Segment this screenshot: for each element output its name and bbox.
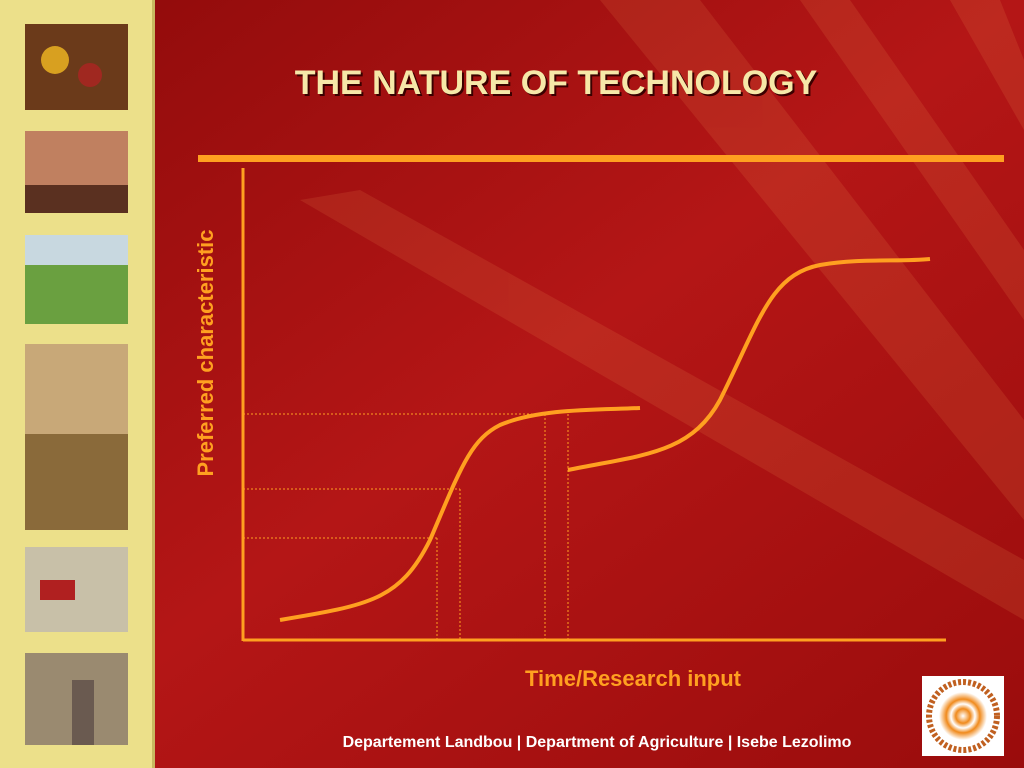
logo-ring	[926, 679, 1000, 753]
photo-detail	[41, 46, 69, 74]
photo-detail	[72, 680, 94, 745]
x-axis-label: Time/Research input	[525, 666, 742, 691]
diagram	[241, 168, 946, 642]
y-axis-label: Preferred characteristic	[193, 229, 218, 476]
guides	[243, 413, 569, 640]
title: THE NATURE OF TECHNOLOGY	[295, 64, 818, 102]
photo-fruit	[25, 24, 128, 110]
title-shadow: THE NATURE OF TECHNOLOGY	[297, 66, 820, 104]
s-curve-2	[567, 257, 931, 472]
logo-sun	[939, 692, 987, 740]
photo-detail	[25, 235, 128, 265]
side-strip-edge	[152, 0, 155, 768]
photo-detail	[25, 185, 128, 213]
title-rule	[198, 155, 1004, 162]
footer: Departement Landbou | Department of Agri…	[343, 734, 852, 751]
photo-detail	[25, 344, 128, 434]
s-curve-1	[279, 406, 641, 622]
photo-detail	[40, 580, 75, 600]
photo-detail	[78, 63, 102, 87]
